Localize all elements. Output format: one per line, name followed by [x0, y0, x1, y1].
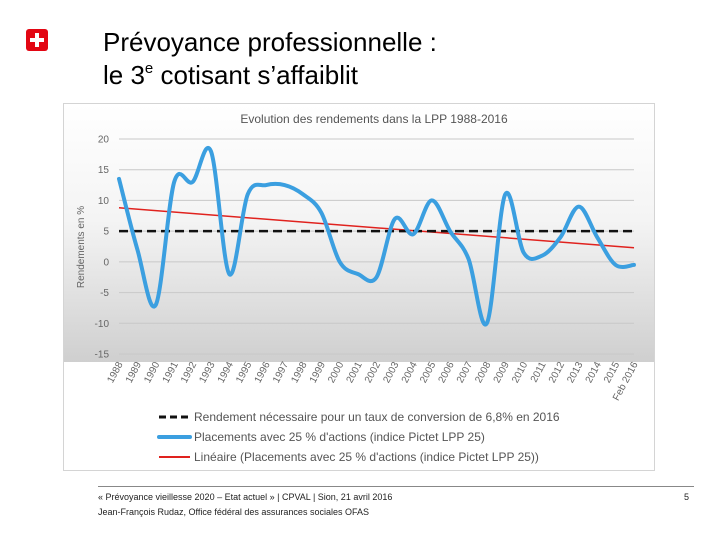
- footer-event: « Prévoyance vieillesse 2020 – Etat actu…: [98, 492, 393, 502]
- swiss-cross-logo: [26, 29, 48, 51]
- x-tick-label: 2005: [418, 360, 438, 385]
- x-tick-label: 2012: [547, 360, 567, 385]
- x-tick-label: 2001: [345, 360, 365, 385]
- x-tick-label: 2007: [455, 360, 475, 385]
- x-tick-label: 1992: [179, 360, 199, 385]
- x-tick-label: 2013: [565, 360, 585, 385]
- title-line-1: Prévoyance professionnelle :: [103, 27, 437, 57]
- page-number: 5: [684, 492, 690, 502]
- chart-frame: Evolution des rendements dans la LPP 198…: [63, 103, 655, 471]
- y-tick-label: -10: [95, 319, 110, 330]
- title-line-2-pre: le 3: [103, 60, 145, 90]
- x-tick-label: 2003: [381, 360, 401, 385]
- x-tick-label: 1991: [161, 360, 181, 385]
- x-tick-label: 1988: [105, 360, 125, 385]
- x-tick-label: 1997: [271, 360, 291, 385]
- title-line-2-post: cotisant s’affaiblit: [153, 60, 359, 90]
- x-tick-label: 2006: [437, 360, 457, 385]
- x-tick-label: 2014: [584, 360, 604, 385]
- legend-label: Linéaire (Placements avec 25 % d'actions…: [194, 450, 539, 464]
- x-tick-label: 1993: [197, 360, 217, 385]
- x-tick-label: 1996: [253, 360, 273, 385]
- y-tick-label: -15: [95, 350, 110, 361]
- y-tick-label: 5: [103, 227, 109, 238]
- footer-author: Jean-François Rudaz, Office fédéral des …: [98, 507, 369, 517]
- legend-label: Rendement nécessaire pour un taux de con…: [194, 410, 560, 424]
- x-tick-label: 1989: [124, 360, 144, 385]
- line-chart: Evolution des rendements dans la LPP 198…: [64, 104, 654, 464]
- x-tick-label: 2011: [529, 360, 549, 385]
- y-tick-label: 0: [103, 257, 109, 268]
- x-tick-label: 1995: [234, 360, 254, 385]
- x-tick-label: 1994: [216, 360, 236, 385]
- y-tick-label: 15: [98, 165, 110, 176]
- title-line-2-sup: e: [144, 60, 154, 77]
- slide-title: Prévoyance professionnelle : le 3e cotis…: [103, 26, 437, 92]
- y-tick-label: 10: [98, 196, 110, 207]
- x-tick-label: 2000: [326, 360, 346, 385]
- plot-background: [64, 104, 654, 362]
- x-tick-label: 2009: [492, 360, 512, 385]
- x-tick-label: 1999: [308, 360, 328, 385]
- series-line-linear-trend: [118, 207, 635, 249]
- y-tick-label: -5: [100, 288, 109, 299]
- chart-title: Evolution des rendements dans la LPP 198…: [240, 112, 508, 126]
- x-tick-label: 2002: [363, 360, 383, 385]
- legend-label: Placements avec 25 % d'actions (indice P…: [194, 430, 485, 444]
- x-tick-label: 1990: [142, 360, 162, 385]
- x-tick-label: 2008: [473, 360, 493, 385]
- y-tick-label: 20: [98, 135, 110, 146]
- footer-divider: [98, 486, 694, 487]
- x-tick-label: 2010: [510, 360, 530, 385]
- x-tick-label: 2004: [400, 360, 420, 385]
- series-line-pictet-lpp25: [117, 146, 636, 327]
- x-tick-label: 1998: [289, 360, 309, 385]
- y-axis-label: Rendements en %: [76, 206, 87, 288]
